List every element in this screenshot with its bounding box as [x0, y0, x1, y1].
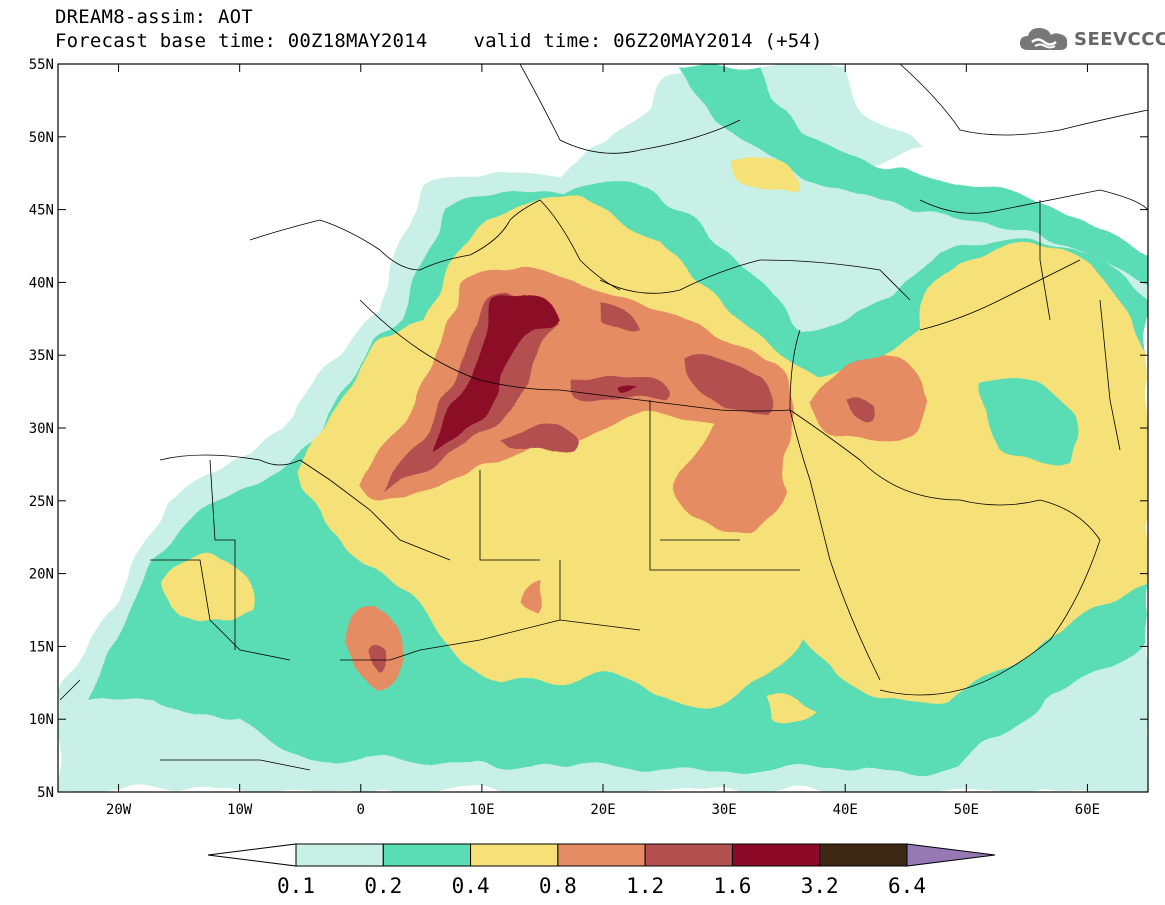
aot-band-1.6 — [430, 291, 640, 450]
forecast-base-time: Forecast base time: 00Z18MAY2014 — [55, 30, 428, 52]
colorbar-level-label: 0.2 — [364, 874, 402, 898]
lon-tick-label: 50E — [954, 802, 979, 818]
lon-tick-label: 20E — [590, 802, 615, 818]
longitude-axis: 20W 10W 0 10E 20E 30E 40E 50E 60E — [106, 64, 1100, 818]
colorbar-level-label: 0.8 — [539, 874, 577, 898]
lon-tick-label: 20W — [106, 802, 132, 818]
colorbar-level-label: 3.2 — [801, 874, 839, 898]
colorbar-level-label: 6.4 — [888, 874, 926, 898]
lon-tick-label: 0 — [357, 802, 365, 818]
colorbar-level-label: 1.2 — [626, 874, 664, 898]
colorbar-over-arrow — [906, 843, 996, 867]
lat-tick-label: 20N — [29, 567, 54, 583]
colorbar-cell — [295, 843, 384, 867]
colorbar-cell — [819, 843, 908, 867]
lat-tick-label: 10N — [29, 712, 54, 728]
lat-tick-label: 45N — [29, 203, 54, 219]
lat-tick-label: 5N — [37, 785, 54, 801]
time-info: Forecast base time: 00Z18MAY2014 valid ti… — [55, 30, 823, 52]
lon-tick-label: 10E — [469, 802, 494, 818]
colorbar-level-label: 0.4 — [452, 874, 490, 898]
lon-tick-label: 30E — [711, 802, 736, 818]
colorbar-under-arrow — [207, 843, 297, 867]
colorbar-cell — [557, 843, 646, 867]
map-title: DREAM8-assim: AOT — [55, 6, 253, 28]
valid-time: valid time: 06Z20MAY2014 (+54) — [473, 30, 823, 52]
lat-tick-label: 25N — [29, 494, 54, 510]
lat-tick-label: 40N — [29, 275, 54, 291]
lat-tick-label: 55N — [29, 57, 54, 73]
colorbar-cell — [470, 843, 559, 867]
colorbar-level-label: 0.1 — [277, 874, 315, 898]
latitude-axis: 5N 10N 15N 20N 25N 30N 35N 40N 45N 50N 55N — [29, 57, 1148, 801]
colorbar-cell — [644, 843, 733, 867]
lat-tick-label: 50N — [29, 130, 54, 146]
lat-tick-label: 15N — [29, 639, 54, 655]
aot-field — [60, 64, 1148, 792]
colorbar-cell — [382, 843, 472, 867]
colorbar-level-label: 1.6 — [713, 874, 751, 898]
coastlines-borders — [59, 64, 1148, 771]
colorbar-cell — [731, 843, 821, 867]
lon-tick-label: 10W — [227, 802, 253, 818]
lon-tick-label: 60E — [1075, 802, 1100, 818]
seevccc-logo: SEEVCCC — [1018, 24, 1165, 54]
colorbar: 0.1 0.2 0.4 0.8 1.2 1.6 3.2 6.4 — [207, 843, 996, 898]
lat-tick-label: 30N — [29, 421, 54, 437]
lat-tick-label: 35N — [29, 348, 54, 364]
cloud-icon — [1020, 28, 1068, 50]
lon-tick-label: 40E — [833, 802, 858, 818]
logo-text: SEEVCCC — [1074, 28, 1165, 50]
